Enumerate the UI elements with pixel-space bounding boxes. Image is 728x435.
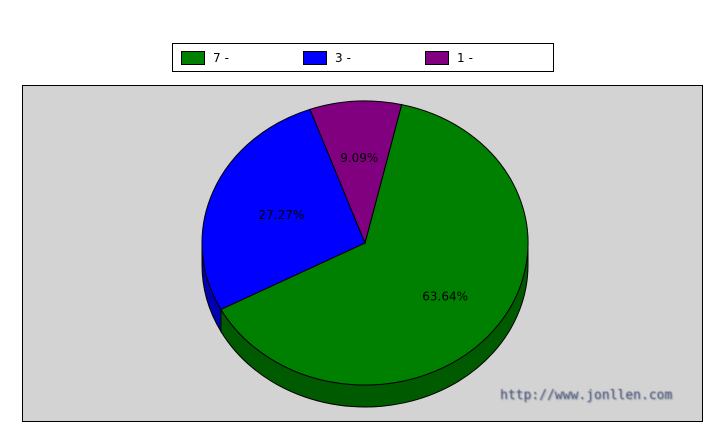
legend-separator-3: - <box>469 51 473 65</box>
legend-count-3: 1 <box>457 51 465 65</box>
pie-chart: 63.64% 27.27% 9.09% <box>23 86 702 421</box>
legend-swatch-3 <box>425 51 449 65</box>
chart-legend: 7 - 3 - 1 - <box>172 43 554 72</box>
legend-swatch-1 <box>181 51 205 65</box>
legend-separator-2: - <box>347 51 351 65</box>
legend-entry-2: 3 - <box>303 50 355 66</box>
legend-entry-1: 7 - <box>181 50 233 66</box>
legend-count-2: 3 <box>335 51 343 65</box>
watermark-text: http://www.jonllen.com <box>500 388 672 403</box>
slice-label-1: 63.64% <box>422 290 468 304</box>
legend-count-1: 7 <box>213 51 221 65</box>
legend-entry-3: 1 - <box>425 50 477 66</box>
slice-label-2: 27.27% <box>259 208 305 222</box>
legend-swatch-2 <box>303 51 327 65</box>
legend-separator-1: - <box>225 51 229 65</box>
slice-label-3: 9.09% <box>340 151 378 165</box>
chart-plot-area: 63.64% 27.27% 9.09% <box>22 85 703 422</box>
